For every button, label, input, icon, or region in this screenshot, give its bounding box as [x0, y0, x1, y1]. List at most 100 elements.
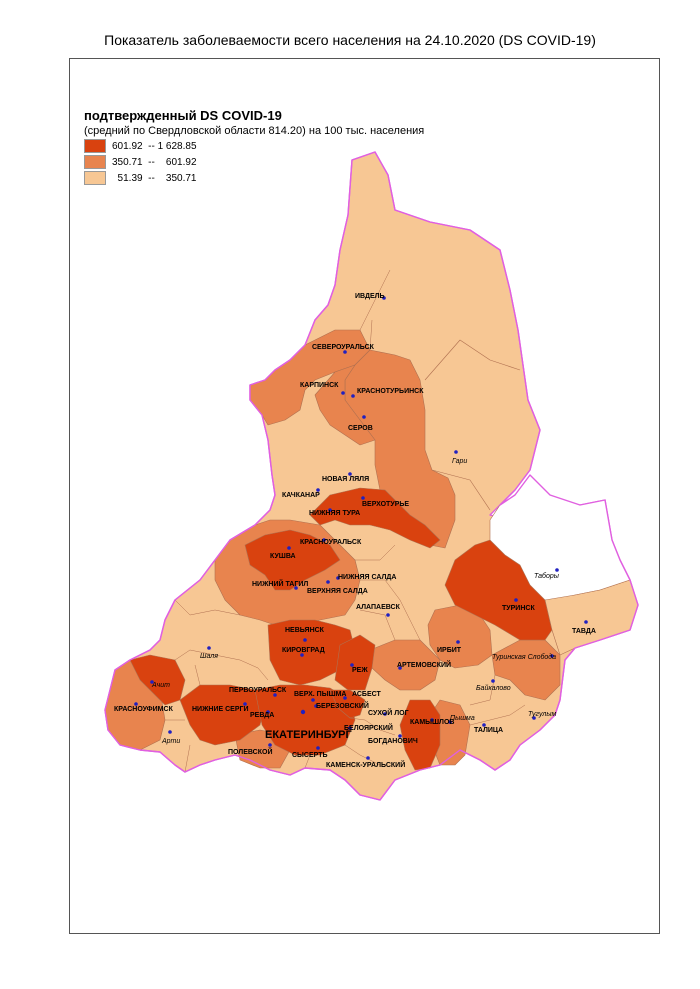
- label-ivdel: ИВДЕЛЬ: [355, 293, 385, 300]
- label-beloyarsky: БЕЛОЯРСКИЙ: [344, 723, 393, 732]
- label-verkhnyaya-salda: ВЕРХНЯЯ САЛДА: [307, 588, 368, 595]
- dot-kirovgrad: [300, 653, 304, 657]
- map-frame: [69, 58, 660, 934]
- region-serov: [314, 364, 376, 446]
- legend-label-low: 51.39 -- 350.71: [112, 172, 197, 184]
- dot-gari: [454, 450, 458, 454]
- label-krasnoufimsk: КРАСНОУФИМСК: [114, 706, 174, 713]
- dot-nevyansk: [303, 638, 307, 642]
- dot-pyshma: [448, 720, 452, 724]
- label-kushva: КУШВА: [270, 553, 296, 560]
- label-irbit: ИРБИТ: [437, 647, 462, 654]
- legend-label-high: 601.92 -- 1 628.85: [112, 140, 197, 152]
- map-title: Показатель заболеваемости всего населени…: [104, 32, 596, 48]
- region-verkhoturye: [309, 487, 441, 549]
- dot-talitsa: [482, 723, 486, 727]
- dot-arti: [168, 730, 172, 734]
- dot-nizhnie-sergi: [243, 702, 247, 706]
- dot-irbit: [456, 640, 460, 644]
- label-novaya-lyalya: НОВАЯ ЛЯЛЯ: [322, 476, 369, 483]
- region-berezovsky: [329, 689, 366, 719]
- region-borders: [165, 269, 526, 773]
- dot-karpinsk: [341, 391, 345, 395]
- dot-baikalovo: [491, 679, 495, 683]
- label-talitsa: ТАЛИЦА: [474, 727, 503, 734]
- label-baikalovo: Байкалово: [476, 684, 511, 692]
- label-kamensk-uralsky: КАМЕНСК-УРАЛЬСКИЙ: [326, 760, 405, 769]
- legend-swatch-low: [84, 171, 106, 185]
- label-kamyshlov: КАМЫШЛОВ: [410, 719, 454, 726]
- dot-krasnoturinsk: [351, 394, 355, 398]
- label-nizhnie-sergi: НИЖНИЕ СЕРГИ: [192, 706, 249, 713]
- label-achit: Ачит: [151, 682, 170, 689]
- dot-sukhoi-log: [383, 712, 387, 716]
- label-arti: Арти: [161, 738, 180, 745]
- label-nizhny-tagil: НИЖНИЙ ТАГИЛ: [252, 579, 308, 588]
- label-verkh-pyshma: ВЕРХ. ПЫШМА: [294, 691, 347, 698]
- dot-serov: [362, 415, 366, 419]
- dot-kamyshlov: [430, 718, 434, 722]
- dot-nizhnyaya-salda: [336, 576, 340, 580]
- dot-tavda: [584, 620, 588, 624]
- label-tabory: Таборы: [534, 572, 560, 580]
- dot-kamensk: [366, 756, 370, 760]
- label-severouralsk: СЕВЕРОУРАЛЬСК: [312, 344, 375, 351]
- label-revda: РЕВДА: [250, 712, 274, 719]
- legend-title: подтвержденный DS COVID-19: [84, 108, 282, 123]
- legend-label-mid: 350.71 -- 601.92: [112, 156, 197, 168]
- label-karpinsk: КАРПИНСК: [300, 382, 339, 389]
- dot-verkh-pyshma: [311, 698, 315, 702]
- label-nevyansk: НЕВЬЯНСК: [285, 627, 325, 634]
- region-nizhnie-sergi: [179, 684, 266, 746]
- dot-polevskoy: [268, 743, 272, 747]
- dot-artemovsky: [398, 666, 402, 670]
- dot-alapaevsk: [386, 613, 390, 617]
- region-ekaterinburg: [254, 684, 356, 756]
- dot-sysert: [316, 746, 320, 750]
- label-turinsk: ТУРИНСК: [502, 605, 535, 612]
- label-pyshma: Пышма: [450, 715, 475, 722]
- label-nizhnyaya-salda: НИЖНЯЯ САЛДА: [338, 574, 396, 581]
- legend-class-low: 51.39 -- 350.71: [84, 171, 424, 185]
- label-gari: Гари: [452, 458, 467, 465]
- label-berezovsky: БЕРЕЗОВСКИЙ: [316, 701, 369, 710]
- dot-tugulym: [532, 716, 536, 720]
- dot-achit: [150, 680, 154, 684]
- label-sukhoi-log: СУХОЙ ЛОГ: [368, 708, 409, 717]
- dot-rezh: [350, 663, 354, 667]
- dot-krasnoufimsk: [134, 702, 138, 706]
- dot-ekaterinburg: [300, 709, 306, 715]
- label-krasnoturinsk: КРАСНОТУРЬИНСК: [357, 388, 424, 395]
- label-verkhoturye: ВЕРХОТУРЬЕ: [362, 501, 409, 508]
- label-artemovsky: АРТЕМОВСКИЙ: [397, 660, 451, 669]
- label-asbest: АСБЕСТ: [352, 691, 382, 698]
- dot-kushva: [287, 546, 291, 550]
- region-kushva: [244, 529, 341, 591]
- legend-class-high: 601.92 -- 1 628.85: [84, 139, 424, 153]
- dot-shalya: [207, 646, 211, 650]
- dot-revda: [266, 710, 270, 714]
- dot-novaya-lyalya: [348, 472, 352, 476]
- label-shalya: Шаля: [200, 653, 218, 660]
- dot-turinsk: [514, 598, 518, 602]
- label-bogdanovich: БОГДАНОВИЧ: [368, 738, 418, 745]
- legend-class-mid: 350.71 -- 601.92: [84, 155, 424, 169]
- label-polevskoy: ПОЛЕВСКОЙ: [228, 747, 272, 756]
- city-markers: [134, 296, 588, 760]
- dot-krasnouralsk: [322, 538, 326, 542]
- label-kachkanar: КАЧКАНАР: [282, 492, 320, 499]
- label-alapaevsk: АЛАПАЕВСК: [356, 604, 401, 611]
- dot-nizhnyaya-tura: [328, 508, 332, 512]
- dot-berezovsky: [314, 704, 318, 708]
- dot-ivdel: [382, 296, 386, 300]
- label-pervouralsk: ПЕРВОУРАЛЬСК: [229, 687, 287, 694]
- region-rezh: [334, 634, 376, 691]
- region-gari-boundary: [424, 339, 521, 511]
- label-ekaterinburg: ЕКАТЕРИНБУРГ: [265, 729, 353, 741]
- region-artemovsky: [369, 639, 441, 691]
- label-nizhnyaya-tura: НИЖНЯЯ ТУРА: [309, 510, 360, 517]
- label-sysert: СЫСЕРТЬ: [292, 752, 328, 759]
- region-border-outline: [104, 151, 639, 801]
- legend-swatch-high: [84, 139, 106, 153]
